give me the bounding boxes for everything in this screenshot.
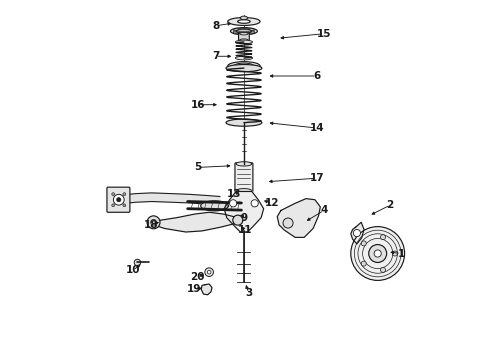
Circle shape [113,194,124,205]
Ellipse shape [235,40,252,44]
Polygon shape [351,222,364,244]
Ellipse shape [226,64,262,72]
Circle shape [381,267,386,273]
Circle shape [233,215,243,225]
Circle shape [205,268,214,276]
Text: 1: 1 [397,248,405,258]
Ellipse shape [240,16,247,20]
Circle shape [392,251,397,256]
Polygon shape [120,194,136,204]
Ellipse shape [226,119,262,126]
Ellipse shape [235,56,252,60]
Circle shape [351,226,405,280]
Polygon shape [277,199,320,237]
Polygon shape [172,194,190,203]
Text: 10: 10 [126,265,140,275]
Text: 17: 17 [309,173,324,183]
Circle shape [117,198,121,202]
Text: 6: 6 [313,71,320,81]
Text: 15: 15 [317,29,331,39]
Circle shape [361,241,366,246]
Text: 9: 9 [241,213,248,222]
Polygon shape [205,195,220,205]
FancyBboxPatch shape [107,187,130,212]
Polygon shape [201,201,228,211]
Ellipse shape [240,32,248,35]
FancyBboxPatch shape [235,163,253,192]
FancyBboxPatch shape [239,33,249,41]
Ellipse shape [238,20,250,23]
Circle shape [112,193,115,195]
Text: 16: 16 [191,100,205,110]
Ellipse shape [236,29,251,33]
Circle shape [230,200,237,207]
Ellipse shape [236,189,252,193]
Text: 3: 3 [245,288,252,298]
Text: 19: 19 [187,284,201,294]
Text: 12: 12 [265,198,279,208]
Circle shape [374,250,381,257]
Ellipse shape [240,39,248,41]
Circle shape [368,244,387,262]
Circle shape [151,220,156,225]
Circle shape [361,261,366,266]
Ellipse shape [234,63,254,69]
Polygon shape [152,193,172,202]
Polygon shape [136,193,152,202]
Circle shape [283,218,293,228]
Circle shape [123,204,126,207]
Circle shape [123,193,126,195]
Polygon shape [224,192,264,232]
Text: 5: 5 [194,162,201,172]
Text: 2: 2 [387,200,394,210]
Circle shape [353,229,361,237]
Ellipse shape [236,162,252,166]
Ellipse shape [228,18,260,26]
Text: 11: 11 [238,225,252,235]
Polygon shape [148,212,242,232]
Text: 4: 4 [320,206,328,216]
Text: 14: 14 [309,123,324,133]
Text: 8: 8 [212,21,219,31]
Circle shape [381,235,386,240]
Circle shape [251,200,258,207]
Circle shape [147,216,160,229]
Circle shape [134,259,141,266]
Text: 20: 20 [191,272,205,282]
Text: 13: 13 [227,189,242,199]
Circle shape [207,270,211,274]
Text: 18: 18 [144,220,158,230]
Ellipse shape [240,65,247,67]
Circle shape [112,204,115,207]
Text: 7: 7 [212,51,220,61]
Polygon shape [190,194,205,204]
Ellipse shape [230,28,257,35]
Ellipse shape [228,62,260,70]
Polygon shape [201,284,212,295]
